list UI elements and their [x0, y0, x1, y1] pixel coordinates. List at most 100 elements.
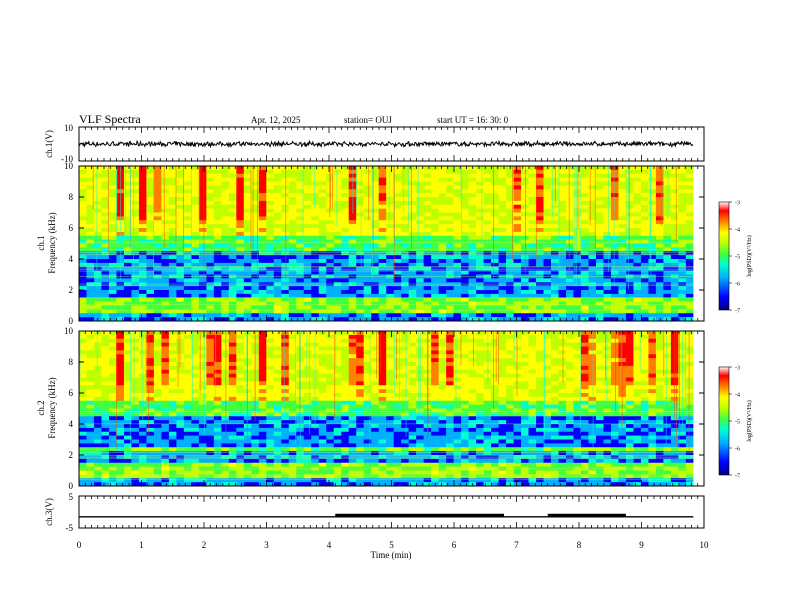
- spectrogram-cell: [273, 216, 282, 221]
- spectrogram-cell: [566, 301, 574, 306]
- spectrogram-cell: [633, 197, 642, 202]
- spectrogram-cell: [213, 224, 222, 229]
- spectrogram-cell: [625, 197, 634, 202]
- spectrogram-cell: [595, 309, 604, 314]
- spectrogram-cell: [468, 235, 477, 240]
- spectrogram-cell: [326, 439, 335, 444]
- spectrogram-cell: [446, 177, 454, 182]
- spectrogram-cell: [206, 228, 215, 233]
- spectrogram-cell: [93, 189, 102, 194]
- spectrogram-cell: [348, 262, 357, 268]
- spectrogram-cell: [595, 173, 604, 178]
- spectrogram-cell: [341, 377, 350, 382]
- spectrogram-cell: [273, 342, 282, 347]
- spectrogram-cell: [521, 297, 529, 302]
- spectrogram-cell: [326, 270, 335, 275]
- spectrogram-cell: [251, 278, 260, 283]
- spectrogram-cell: [213, 377, 222, 382]
- spectrogram-cell: [341, 173, 350, 178]
- spectrogram-cell: [326, 301, 335, 306]
- spectrogram-cell: [146, 451, 155, 456]
- spectrogram-cell: [663, 181, 672, 186]
- spectrogram-cell: [371, 290, 379, 295]
- spectrogram-cell: [116, 297, 125, 302]
- spectrogram-cell: [431, 286, 439, 291]
- spectrogram-cell: [191, 427, 200, 433]
- spectrogram-cell: [251, 286, 260, 291]
- spectrogram-cell: [228, 346, 237, 351]
- spectrogram-cell: [86, 266, 95, 271]
- freq-ytick-label: 10: [64, 161, 74, 171]
- spectrogram-cell: [266, 204, 275, 209]
- spectrogram-cell: [168, 185, 177, 190]
- spectrogram-cell: [483, 173, 492, 178]
- spectrogram-cell: [213, 342, 222, 347]
- spectrogram-cell: [108, 231, 117, 237]
- spectrogram-cell: [101, 313, 110, 318]
- spectrogram-cell: [198, 350, 207, 355]
- spectrogram-cell: [183, 381, 192, 386]
- spectrogram-cell: [318, 313, 327, 318]
- spectrogram-cell: [573, 197, 582, 202]
- spectrogram-cell: [663, 282, 672, 287]
- spectrogram-cell: [566, 266, 574, 271]
- spectrogram-cell: [153, 350, 162, 355]
- spectrogram-cell: [521, 193, 529, 198]
- spectrogram-cell: [461, 212, 469, 217]
- spectrogram-cell: [161, 412, 170, 417]
- spectrogram-cell: [101, 173, 110, 178]
- spectrogram-cell: [610, 231, 619, 237]
- spectrogram-cell: [408, 266, 417, 271]
- spectrogram-cell: [341, 412, 350, 417]
- spectrogram-cell: [333, 189, 342, 194]
- spectrogram-cell: [423, 262, 432, 268]
- spectrogram-cell: [86, 482, 95, 486]
- spectrogram-cell: [678, 212, 687, 217]
- spectrogram-cell: [498, 266, 507, 271]
- spectrogram-cell: [333, 377, 342, 382]
- spectrogram-cell: [356, 185, 365, 190]
- spectrogram-cell: [655, 181, 664, 186]
- spectrogram-cell: [243, 208, 252, 213]
- spectrogram-cell: [663, 305, 672, 310]
- spectrogram-cell: [685, 305, 694, 310]
- spectrogram-cell: [483, 282, 492, 287]
- spectrogram-cell: [131, 181, 140, 186]
- spectrogram-cell: [528, 251, 537, 256]
- spectrogram-cell: [206, 435, 215, 440]
- spectrogram-cell: [333, 293, 342, 299]
- spectrogram-cell: [138, 212, 147, 217]
- spectrogram-cell: [363, 478, 372, 483]
- spectrogram-cell: [183, 342, 192, 347]
- spectrogram-cell: [386, 286, 394, 291]
- spectrogram-cell: [311, 193, 320, 198]
- spectrogram-cell: [168, 305, 177, 310]
- spectrogram-cell: [116, 431, 125, 436]
- spectrogram-cell: [213, 439, 222, 444]
- spectrogram-cell: [685, 293, 694, 299]
- spectrogram-cell: [333, 270, 342, 275]
- spectrogram-cell: [566, 282, 574, 287]
- spectrogram-cell: [363, 354, 372, 359]
- spectrogram-cell: [131, 342, 140, 347]
- spectrogram-cell: [326, 389, 335, 394]
- spectrogram-cell: [371, 278, 379, 283]
- spectrogram-cell: [625, 317, 634, 321]
- spectrogram-cell: [378, 270, 387, 275]
- spectrogram-cell: [491, 181, 499, 186]
- spectrogram-cell: [236, 262, 245, 268]
- spectrogram-cell: [618, 177, 627, 182]
- spectrogram-cell: [191, 169, 200, 175]
- spectrogram-cell: [588, 204, 597, 209]
- spectrogram-cell: [213, 389, 222, 394]
- spectrogram-cell: [221, 297, 230, 302]
- spectrogram-cell: [311, 427, 320, 433]
- spectrogram-cell: [348, 342, 357, 347]
- spectrogram-cell: [161, 197, 170, 202]
- spectrogram-cell: [333, 282, 342, 287]
- spectrogram-cell: [341, 482, 350, 486]
- spectrogram-cell: [236, 177, 245, 182]
- spectrogram-cell: [303, 393, 312, 398]
- spectrogram-cell: [640, 239, 649, 244]
- spectrogram-cell: [108, 424, 117, 429]
